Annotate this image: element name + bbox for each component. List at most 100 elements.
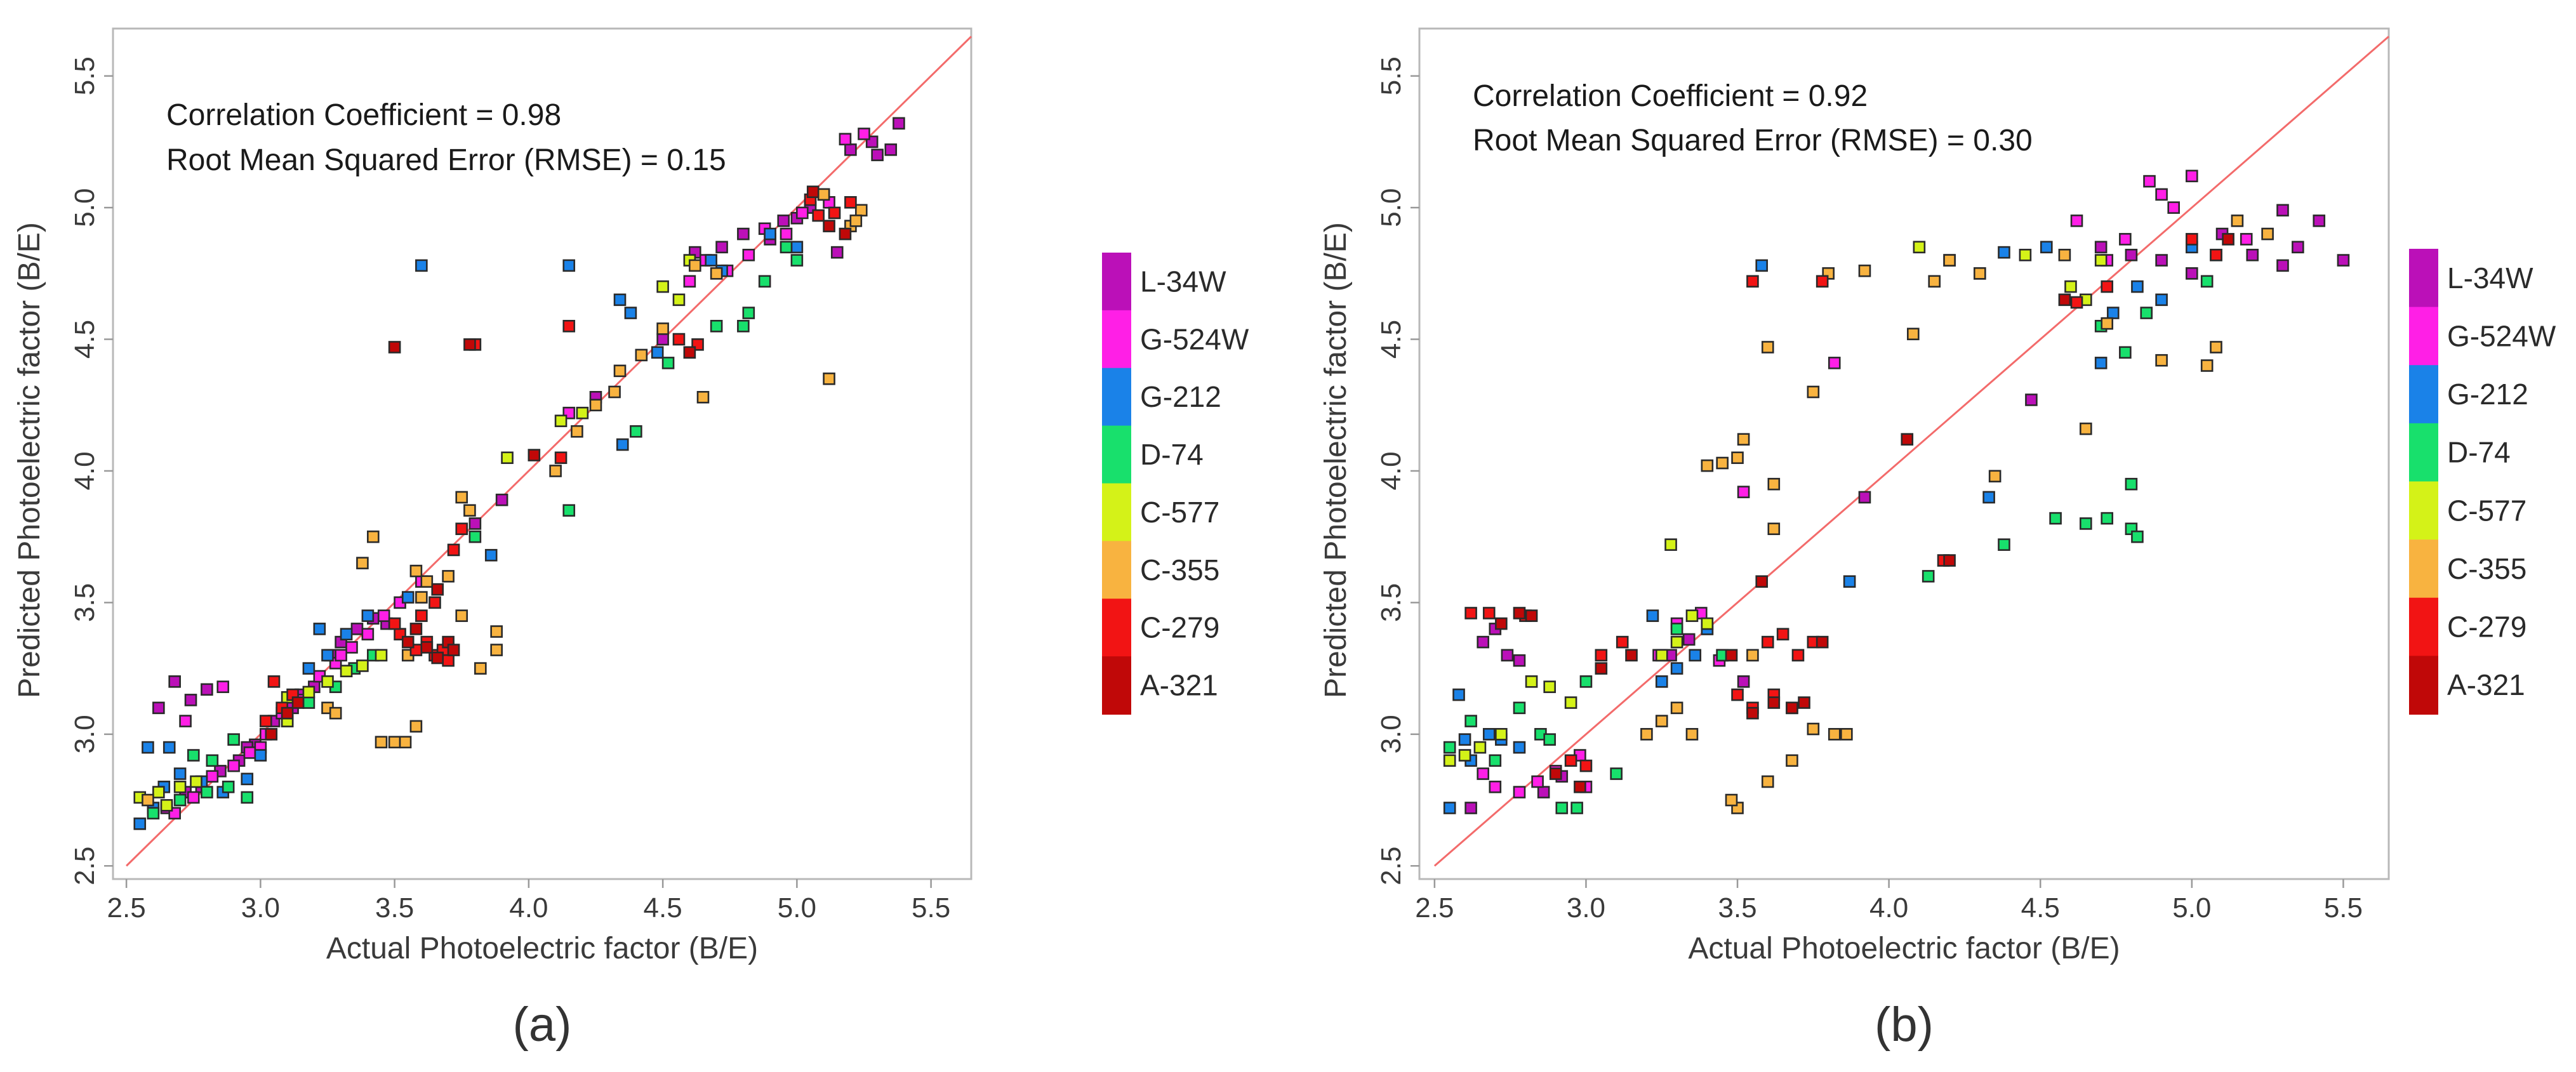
y-tick-label: 3.0 xyxy=(1376,715,1407,753)
rmse-text: Root Mean Squared Error (RMSE) = 0.30 xyxy=(1473,124,2033,157)
point-c-355 xyxy=(823,372,835,385)
legend-swatch-c-279 xyxy=(1102,599,1131,658)
point-c-577 xyxy=(1913,241,1926,254)
point-c-355 xyxy=(455,609,468,622)
point-g-524w xyxy=(2240,233,2253,246)
point-g-212 xyxy=(1689,649,1702,662)
point-c-355 xyxy=(1943,254,1956,267)
legend-swatch-g-212 xyxy=(2409,365,2438,424)
legend-label: A-321 xyxy=(2447,668,2525,701)
point-c-279 xyxy=(1564,754,1577,767)
correlation-text: Correlation Coefficient = 0.98 xyxy=(166,98,561,132)
point-c-355 xyxy=(1807,722,1820,736)
point-c-355 xyxy=(2210,341,2222,354)
point-c-577 xyxy=(1701,617,1714,630)
point-c-577 xyxy=(173,780,187,793)
point-g-212 xyxy=(1482,728,1496,741)
y-tick-label: 4.5 xyxy=(69,320,100,359)
point-g-212 xyxy=(1982,491,1995,504)
point-g-524w xyxy=(2070,215,2083,227)
x-tick-label: 4.0 xyxy=(1869,892,1908,923)
legend-label: G-212 xyxy=(1140,380,1221,413)
legend-label: C-577 xyxy=(2447,494,2526,527)
point-g-524w xyxy=(683,275,696,288)
point-g-212 xyxy=(705,254,717,267)
legend-swatch-c-355 xyxy=(2409,539,2438,599)
point-g-524w xyxy=(179,715,192,727)
point-a-321 xyxy=(1574,780,1586,793)
point-c-355 xyxy=(1701,459,1714,472)
point-c-577 xyxy=(190,775,202,788)
panel-label: (b) xyxy=(1875,998,1934,1052)
legend-swatch-l-34w xyxy=(1102,253,1131,311)
point-a-321 xyxy=(1798,696,1810,709)
point-g-524w xyxy=(243,746,256,759)
point-g-524w xyxy=(227,759,240,772)
point-c-355 xyxy=(442,570,455,583)
point-d-74 xyxy=(2125,477,2138,491)
point-c-355 xyxy=(415,591,428,604)
point-c-279 xyxy=(455,522,468,536)
point-a-321 xyxy=(1595,662,1608,675)
point-l-34w xyxy=(777,215,790,227)
point-l-34w xyxy=(2246,248,2259,261)
point-g-524w xyxy=(2186,169,2198,183)
point-c-279 xyxy=(812,209,825,222)
point-c-355 xyxy=(571,425,583,438)
point-c-577 xyxy=(1458,749,1471,762)
point-l-34w xyxy=(737,227,750,241)
point-a-321 xyxy=(823,220,835,232)
point-a-321 xyxy=(1495,617,1508,630)
point-c-577 xyxy=(160,799,173,812)
legend-swatch-l-34w xyxy=(2409,249,2438,308)
rmse-text: Root Mean Squared Error (RMSE) = 0.15 xyxy=(166,143,726,177)
y-tick-label: 4.0 xyxy=(69,451,100,490)
point-g-524w xyxy=(1828,357,1841,369)
point-d-74 xyxy=(1555,802,1569,814)
x-tick-label: 4.0 xyxy=(509,892,548,923)
legend-label: D-74 xyxy=(2447,436,2511,469)
identity-line xyxy=(126,36,973,867)
point-c-355 xyxy=(1731,451,1744,465)
point-c-279 xyxy=(260,715,272,727)
point-d-74 xyxy=(201,786,213,798)
point-g-524w xyxy=(206,770,219,783)
point-d-74 xyxy=(2080,517,2092,530)
point-g-212 xyxy=(401,591,415,604)
point-g-212 xyxy=(241,772,254,786)
point-g-524w xyxy=(187,791,200,804)
point-g-212 xyxy=(361,609,375,622)
point-g-524w xyxy=(742,248,755,261)
legend-label: G-212 xyxy=(2447,378,2528,411)
point-c-355 xyxy=(1858,264,1871,277)
point-l-34w xyxy=(1477,635,1490,649)
point-d-74 xyxy=(1610,767,1623,780)
point-l-34w xyxy=(2313,215,2326,227)
point-c-577 xyxy=(1564,696,1577,709)
point-c-355 xyxy=(854,204,868,217)
point-c-355 xyxy=(1670,701,1683,715)
point-d-74 xyxy=(1998,538,2010,551)
point-c-577 xyxy=(375,649,388,662)
point-g-212 xyxy=(616,438,629,451)
point-c-355 xyxy=(2200,359,2214,372)
point-c-355 xyxy=(2261,227,2274,241)
point-a-321 xyxy=(528,449,541,461)
legend-swatch-a-321 xyxy=(1102,656,1131,715)
point-g-524w xyxy=(335,649,347,662)
point-c-577 xyxy=(356,659,369,672)
legend-swatch-c-577 xyxy=(1102,483,1131,542)
point-l-34w xyxy=(2155,254,2168,267)
point-a-321 xyxy=(1513,607,1526,619)
point-d-74 xyxy=(1670,623,1683,635)
point-l-34w xyxy=(830,246,844,259)
point-c-355 xyxy=(1988,470,2002,483)
point-c-355 xyxy=(849,215,863,227)
y-tick-label: 5.0 xyxy=(69,189,100,227)
point-c-355 xyxy=(1685,728,1699,741)
point-g-524w xyxy=(345,641,358,654)
x-tick-label: 5.5 xyxy=(912,892,950,923)
point-g-212 xyxy=(562,259,576,272)
point-c-279 xyxy=(415,609,428,622)
point-d-74 xyxy=(742,307,755,319)
